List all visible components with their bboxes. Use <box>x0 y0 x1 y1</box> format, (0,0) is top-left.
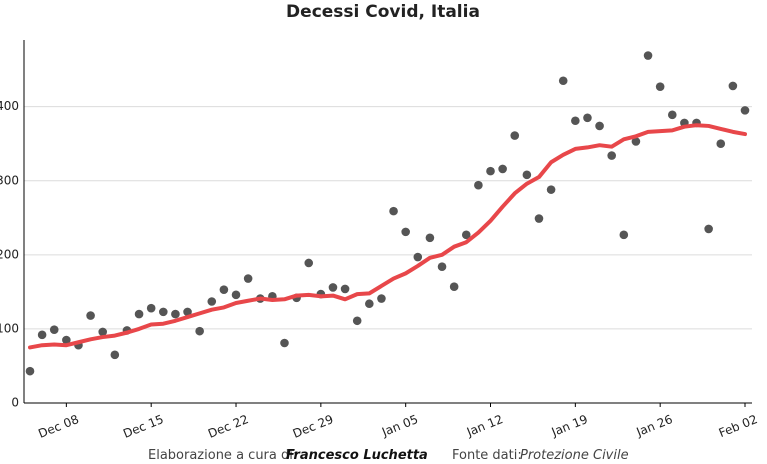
data-point <box>401 227 410 237</box>
data-point <box>474 180 483 190</box>
x-tick-label: Feb 02 <box>717 412 760 440</box>
data-point <box>98 327 108 337</box>
credit-label: Elaborazione a cura di: <box>148 448 297 463</box>
data-point <box>437 262 447 271</box>
data-point <box>49 325 59 334</box>
data-point <box>449 282 459 291</box>
moving-average-line <box>28 123 747 350</box>
data-point <box>522 170 532 180</box>
x-tick-label: Dec 08 <box>36 412 80 441</box>
data-point <box>389 206 398 216</box>
data-point <box>328 283 338 292</box>
chart-title: Decessi Covid, Italia <box>286 2 480 22</box>
data-point <box>486 166 495 176</box>
x-tick-label: Jan 26 <box>634 412 675 439</box>
data-point <box>631 137 641 146</box>
data-point <box>62 335 71 345</box>
y-tick-label: 200 <box>0 247 19 261</box>
data-point <box>37 330 47 340</box>
data-point <box>365 299 374 309</box>
data-point <box>231 290 241 300</box>
x-tick-label: Jan 05 <box>379 412 420 439</box>
x-tick-label: Dec 29 <box>291 412 335 441</box>
data-point <box>667 110 677 120</box>
data-point <box>413 252 423 262</box>
data-point <box>643 51 653 60</box>
data-point <box>534 214 544 223</box>
source-name: Protezione Civile <box>520 448 629 463</box>
data-point <box>498 164 507 174</box>
data-point <box>740 106 750 115</box>
data-point <box>340 284 350 294</box>
data-point <box>655 82 665 91</box>
data-point <box>461 230 471 240</box>
data-point <box>377 294 386 303</box>
data-point <box>571 116 580 126</box>
y-tick-label: 0 <box>11 396 19 410</box>
data-point <box>171 309 180 319</box>
x-tick-label: Dec 22 <box>206 412 250 441</box>
x-tick-label: Jan 12 <box>464 412 505 439</box>
data-point <box>352 316 362 326</box>
data-point <box>425 233 435 243</box>
x-tick-label: Dec 15 <box>121 412 165 441</box>
data-point <box>583 113 592 123</box>
y-tick-label: 400 <box>0 99 19 113</box>
data-point <box>110 350 120 360</box>
data-point <box>25 366 35 376</box>
x-tick-label: Jan 19 <box>549 412 590 439</box>
data-point <box>558 76 568 86</box>
data-point <box>510 131 520 140</box>
data-point <box>595 121 604 131</box>
data-point <box>134 309 144 319</box>
data-point <box>207 297 217 306</box>
y-tick-label: 300 <box>0 173 19 187</box>
footer: Elaborazione a cura di: Francesco Luchet… <box>148 448 629 463</box>
data-point <box>146 303 156 313</box>
data-point <box>243 274 253 283</box>
data-point <box>159 307 168 317</box>
data-point <box>183 307 192 317</box>
data-point <box>86 311 95 320</box>
data-point <box>704 224 713 234</box>
data-point <box>219 285 229 294</box>
data-point <box>195 326 204 336</box>
credit-name: Francesco Luchetta <box>286 448 428 463</box>
y-tick-label: 100 <box>0 321 19 335</box>
data-point <box>607 151 616 160</box>
data-point <box>304 258 314 268</box>
data-point <box>716 139 726 149</box>
source-label: Fonte dati: <box>452 448 522 463</box>
data-point <box>280 338 289 348</box>
data-point <box>546 185 556 194</box>
data-point <box>619 230 629 240</box>
data-point <box>728 81 738 91</box>
